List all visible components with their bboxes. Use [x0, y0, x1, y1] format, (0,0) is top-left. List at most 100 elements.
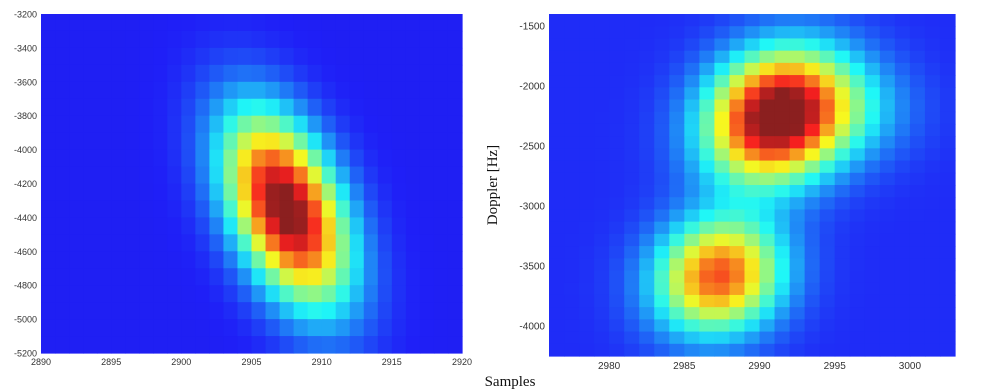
heatmap-cell	[864, 38, 881, 52]
heatmap-cell	[894, 75, 911, 88]
heatmap-cell	[447, 81, 463, 100]
heatmap-cell	[639, 111, 655, 125]
heatmap-cell	[864, 26, 881, 40]
heatmap-cell	[624, 75, 640, 88]
heatmap-cell	[864, 111, 881, 125]
heatmap-cell	[391, 183, 407, 202]
heatmap-cell	[789, 26, 806, 40]
heatmap-cell	[789, 14, 806, 27]
heatmap-cell	[654, 233, 670, 247]
heatmap-cell	[594, 343, 610, 357]
heatmap-cell	[624, 111, 640, 125]
heatmap-cell	[293, 217, 309, 235]
heatmap-cell	[419, 132, 435, 151]
heatmap-cell	[609, 185, 625, 198]
heatmap-cell	[834, 185, 851, 198]
heatmap-cell	[223, 149, 239, 168]
heatmap-cell	[237, 200, 253, 218]
y-tick-label: -4800	[14, 281, 37, 291]
heatmap-cell	[729, 343, 746, 357]
heatmap-cell	[834, 111, 851, 125]
y-tick-label: -3600	[14, 77, 37, 87]
heatmap-cell	[879, 294, 896, 308]
heatmap-cell	[549, 14, 565, 27]
heatmap-cell	[819, 185, 836, 198]
heatmap-cell	[41, 14, 56, 32]
heatmap-cell	[594, 75, 610, 88]
heatmap-cell	[55, 47, 70, 66]
heatmap-cell	[639, 148, 655, 162]
heatmap-cell	[405, 200, 421, 218]
heatmap-cell	[729, 246, 746, 259]
heatmap-cell	[879, 319, 896, 333]
heatmap-cell	[774, 87, 791, 101]
heatmap-cell	[834, 258, 851, 272]
heatmap-cell	[759, 294, 776, 308]
heatmap-cell	[894, 209, 911, 223]
heatmap-cell	[864, 148, 881, 162]
heatmap-cell	[939, 123, 956, 137]
heatmap-cell	[864, 197, 881, 211]
heatmap-cell	[433, 183, 449, 202]
heatmap-cell	[669, 160, 685, 174]
heatmap-cell	[83, 81, 98, 100]
heatmap-cell	[624, 38, 640, 52]
heatmap-cell	[195, 319, 210, 337]
heatmap-cell	[293, 166, 309, 185]
heatmap-cell	[864, 136, 881, 149]
heatmap-cell	[237, 47, 253, 66]
heatmap-cell	[849, 294, 866, 308]
heatmap-cell	[729, 160, 746, 174]
heatmap-cell	[789, 294, 806, 308]
heatmap-cell	[714, 99, 731, 113]
heatmap-cell	[594, 282, 610, 296]
heatmap-cell	[139, 234, 154, 252]
heatmap-cell	[774, 75, 791, 88]
heatmap-cell	[335, 200, 351, 218]
y-tick-label: -3200	[14, 10, 37, 20]
heatmap-cell	[849, 331, 866, 345]
heatmap-cell	[111, 149, 126, 168]
heatmap-cell	[237, 149, 253, 168]
heatmap-cell	[265, 251, 281, 269]
heatmap-cell	[433, 132, 449, 151]
heatmap-cell	[335, 217, 351, 235]
heatmap-cell	[834, 14, 851, 27]
heatmap-cell	[879, 331, 896, 345]
heatmap-cell	[804, 209, 821, 223]
heatmap-cell	[729, 233, 746, 247]
heatmap-cell	[265, 319, 281, 337]
heatmap-cell	[714, 270, 731, 284]
heatmap-cell	[125, 47, 140, 66]
heatmap-cell	[237, 234, 253, 252]
heatmap-cell	[139, 64, 154, 83]
heatmap-cell	[363, 336, 379, 354]
heatmap-cell	[69, 98, 84, 117]
heatmap-cell	[729, 26, 746, 40]
heatmap-cell	[195, 200, 210, 218]
heatmap-cell	[909, 233, 926, 247]
heatmap-cell	[69, 81, 84, 100]
heatmap-cell	[265, 268, 281, 286]
heatmap-cell	[181, 149, 196, 168]
heatmap-cell	[579, 221, 595, 235]
heatmap-cell	[894, 282, 911, 296]
heatmap-cell	[549, 270, 565, 284]
heatmap-cell	[924, 172, 941, 186]
heatmap-cell	[209, 149, 225, 168]
heatmap-cell	[41, 98, 56, 117]
heatmap-cell	[447, 234, 463, 252]
heatmap-cell	[377, 268, 393, 286]
heatmap-cell	[744, 111, 761, 125]
heatmap-cell	[654, 258, 670, 272]
heatmap-cell	[759, 307, 776, 320]
heatmap-cell	[639, 87, 655, 101]
heatmap-cell	[111, 14, 126, 32]
heatmap-cell	[594, 185, 610, 198]
heatmap-cell	[125, 132, 140, 151]
heatmap-cell	[849, 75, 866, 88]
heatmap-cell	[209, 166, 225, 185]
heatmap-cell	[335, 183, 351, 202]
heatmap-cell	[293, 98, 309, 117]
heatmap-cell	[804, 160, 821, 174]
